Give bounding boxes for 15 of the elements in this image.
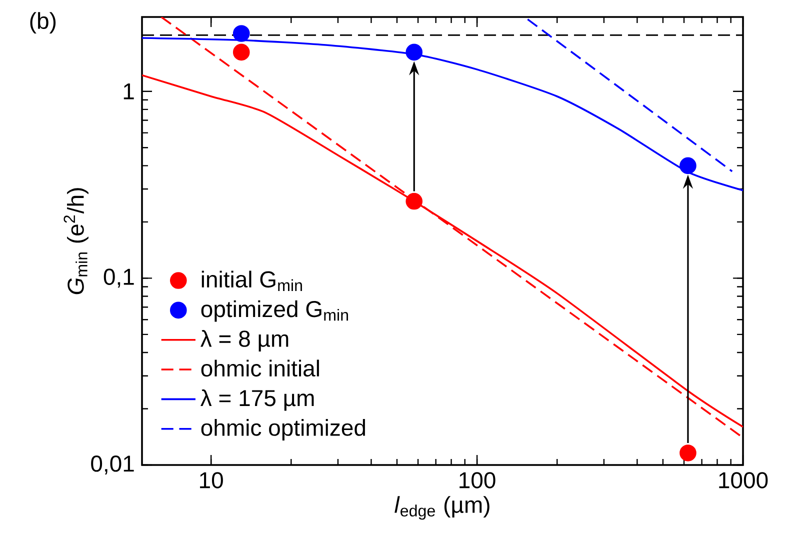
legend-label: optimized G$_{min}$ — [201, 300, 348, 322]
x-tick-label: 1000 — [719, 472, 768, 488]
x-axis-title: l$_{edge}$ (µm) — [394, 496, 490, 520]
x-tick-label: 100 — [460, 472, 496, 488]
chart-title: (b) — [30, 12, 56, 34]
y-tick-label: 0,1 — [104, 268, 134, 288]
legend-label: ohmic initial — [201, 360, 319, 377]
legend-label: λ = 8 µm — [200, 330, 288, 352]
x-tick-label: 10 — [200, 472, 223, 488]
y-tick-label: 0,01 — [91, 456, 134, 475]
y-tick-label: 1 — [124, 83, 134, 100]
legend-label: λ = 175 µm — [200, 389, 314, 411]
y-axis-title: G$_{min}$ (e$^{2}$/h) — [64, 188, 88, 294]
legend-label: ohmic optimized — [201, 419, 365, 440]
legend-label: initial G$_{min}$ — [202, 270, 302, 291]
